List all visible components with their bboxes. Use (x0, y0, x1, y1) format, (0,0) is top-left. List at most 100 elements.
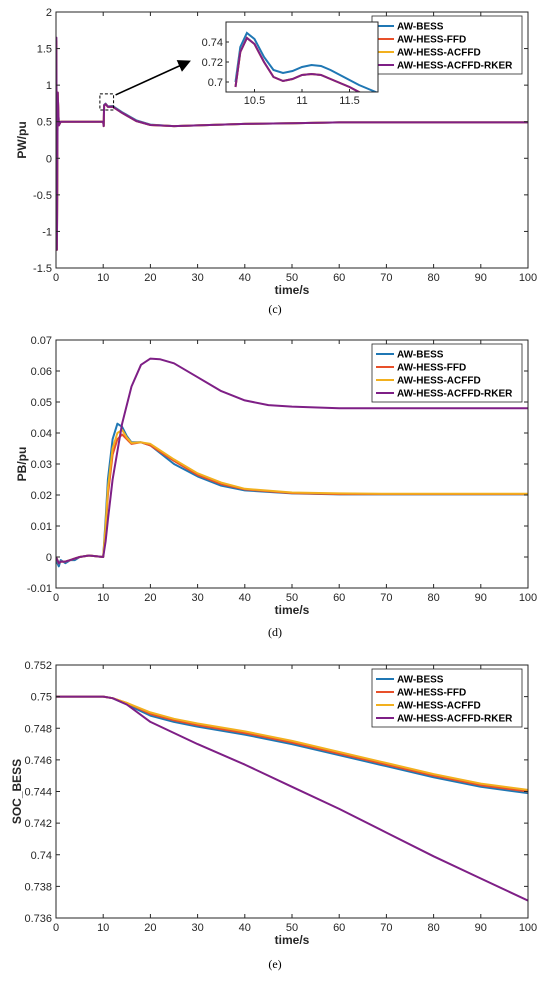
x-tick-label: 10 (97, 272, 109, 284)
legend: AW-BESS AW-HESS-FFD AW-HESS-ACFFD AW-HESS-A… (371, 668, 523, 728)
x-tick-label: 80 (427, 922, 439, 934)
y-tick-label: 0.02 (31, 490, 52, 502)
x-tick-label: 20 (144, 922, 156, 934)
y-tick-label: -0.01 (27, 583, 52, 595)
y-tick-label: 1.5 (37, 44, 52, 56)
x-tick-label: 10 (97, 922, 109, 934)
y-axis-label: PW/pu (15, 121, 29, 158)
y-tick-label: 0 (46, 552, 52, 564)
inset-line-aw-bess (234, 31, 378, 92)
figure-caption: (c) (268, 302, 281, 316)
legend-label-aw-hess-acffd: AW-HESS-ACFFD (397, 701, 481, 712)
x-tick-label: 0 (53, 592, 59, 604)
x-tick-label: 50 (286, 592, 298, 604)
y-tick-label: 0.01 (31, 521, 52, 533)
y-tick-label: -1.5 (33, 263, 52, 275)
x-axis-label: time/s (275, 283, 310, 297)
series-group (56, 695, 528, 902)
x-tick-label: 40 (239, 922, 251, 934)
y-axis-label: SOC_BESS (10, 759, 24, 824)
x-tick-label: 60 (333, 922, 345, 934)
legend: AW-BESS AW-HESS-FFD AW-HESS-ACFFD AW-HESS-A… (371, 343, 523, 403)
zoom-region-marker (99, 93, 115, 111)
inset-x-tick-label: 11.5 (339, 95, 360, 107)
series-line-aw-hess-acffd-rker (56, 36, 528, 251)
y-tick-label: 0.738 (24, 881, 52, 893)
y-tick-label: 0.5 (37, 117, 52, 129)
series-line-aw-hess-acffd-rker (56, 357, 528, 565)
y-tick-label: 0.06 (31, 366, 52, 378)
legend-label-aw-hess-acffd: AW-HESS-ACFFD (397, 48, 481, 59)
legend-label-aw-hess-ffd: AW-HESS-FFD (397, 363, 466, 374)
chart-panel-c: 0 10 20 30 40 50 60 70 80 90 100-1.5-1-0.500.511.5… (15, 7, 537, 316)
x-axis-label: time/s (275, 933, 310, 947)
legend-label-aw-hess-acffd-rker: AW-HESS-ACFFD-RKER (397, 714, 513, 725)
x-tick-label: 50 (286, 922, 298, 934)
legend-label-aw-hess-ffd: AW-HESS-FFD (397, 688, 466, 699)
x-tick-label: 70 (380, 922, 392, 934)
x-tick-label: 90 (475, 922, 487, 934)
x-tick-label: 20 (144, 592, 156, 604)
chart-panel-e: 0 10 20 30 40 50 60 70 80 90 100 0.736 0.738 0.74 0.74… (10, 660, 537, 971)
y-tick-label: 0.05 (31, 397, 52, 409)
y-tick-label: 0.736 (24, 913, 52, 925)
legend-label-aw-hess-acffd: AW-HESS-ACFFD (397, 376, 481, 387)
x-tick-label: 70 (380, 272, 392, 284)
y-tick-label: 1 (46, 80, 52, 92)
inset-y-tick-label: 0.7 (208, 77, 223, 89)
series-group (56, 357, 528, 568)
y-tick-label: 0.748 (24, 723, 52, 735)
inset-y-tick-label: 0.72 (202, 57, 223, 69)
y-tick-label: 2 (46, 7, 52, 19)
y-axis-label: PB/pu (15, 447, 29, 482)
y-tick-label: 0.742 (24, 818, 52, 830)
x-tick-label: 80 (427, 272, 439, 284)
zoom-arrow (115, 60, 191, 96)
x-tick-label: 0 (53, 922, 59, 934)
x-tick-label: 30 (191, 272, 203, 284)
x-tick-label: 10 (97, 592, 109, 604)
x-axis-label: time/s (275, 603, 310, 617)
inset-x-tick-label: 11 (296, 95, 307, 107)
x-tick-label: 90 (475, 272, 487, 284)
series-group (56, 36, 528, 251)
y-tick-label: 0 (46, 153, 52, 165)
legend-box (371, 343, 523, 403)
x-tick-label: 50 (286, 272, 298, 284)
inset-plot-area (226, 22, 378, 92)
x-tick-label: 100 (519, 922, 537, 934)
y-tick-label: 0.746 (24, 755, 52, 767)
y-tick-label: 0.07 (31, 335, 52, 347)
legend-label-aw-bess: AW-BESS (397, 350, 444, 361)
x-tick-label: 0 (53, 272, 59, 284)
y-tick-label: 0.744 (24, 787, 52, 799)
zoom-inset: 10.5 11 11.5 0.7 0.72 0.74 (99, 21, 379, 111)
x-tick-label: 40 (239, 272, 251, 284)
legend-label-aw-bess: AW-BESS (397, 675, 444, 686)
x-tick-label: 100 (519, 272, 537, 284)
x-tick-label: 80 (427, 592, 439, 604)
y-tick-label: 0.04 (31, 428, 52, 440)
y-tick-label: 0.75 (31, 692, 52, 704)
x-tick-label: 30 (191, 922, 203, 934)
x-tick-label: 60 (333, 592, 345, 604)
inset-x-tick-label: 10.5 (244, 95, 265, 107)
legend-label-aw-hess-acffd-rker: AW-HESS-ACFFD-RKER (397, 389, 513, 400)
legend-box (371, 668, 523, 728)
inset-series-group (234, 31, 378, 92)
legend-label-aw-hess-ffd: AW-HESS-FFD (397, 35, 466, 46)
y-tick-label: 0.74 (31, 850, 52, 862)
y-tick-label: 0.03 (31, 459, 52, 471)
chart-panel-d: 0 10 20 30 40 50 60 70 80 90 100-0.0100.010.020.03… (15, 335, 537, 639)
series-line-aw-hess-acffd-rker (56, 695, 528, 902)
x-tick-label: 40 (239, 592, 251, 604)
y-tick-label: -0.5 (33, 190, 52, 202)
x-tick-label: 70 (380, 592, 392, 604)
legend-box (371, 15, 523, 75)
x-tick-label: 90 (475, 592, 487, 604)
inset-line-aw-hess-acffd-rker (234, 36, 362, 92)
figure-caption: (e) (268, 957, 281, 971)
x-tick-label: 20 (144, 272, 156, 284)
inset-y-tick-label: 0.74 (202, 37, 223, 49)
